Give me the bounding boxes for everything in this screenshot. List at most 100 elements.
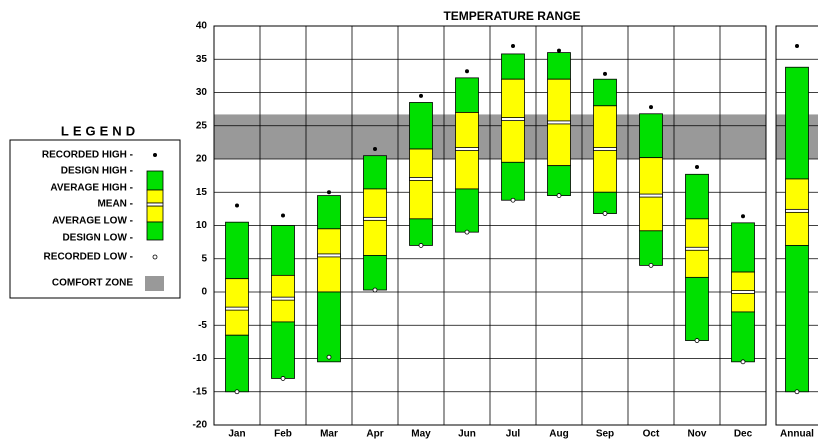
legend-label: RECORDED HIGH - — [42, 150, 133, 161]
range-segment — [593, 78, 617, 107]
range-segment — [225, 334, 249, 393]
range-segment — [225, 278, 249, 310]
range-segment — [501, 118, 525, 163]
mean-line — [225, 306, 249, 311]
x-tick-label: Annual — [780, 429, 814, 440]
legend-label: AVERAGE LOW - — [52, 216, 133, 227]
range-segment — [317, 228, 341, 256]
mean-line — [363, 216, 387, 221]
mean-line — [501, 117, 525, 121]
mean-line — [455, 147, 479, 151]
range-segment — [547, 165, 571, 196]
range-segment — [409, 178, 433, 220]
range-segment — [639, 113, 663, 159]
recorded-high — [741, 214, 745, 219]
plot-frame — [213, 25, 767, 426]
range-segment — [501, 78, 525, 120]
recorded-high — [373, 147, 377, 152]
range-segment — [271, 298, 295, 323]
y-tick-label: 20 — [196, 154, 208, 165]
x-tick-label: Oct — [643, 429, 660, 440]
mean-line — [731, 290, 755, 294]
range-segment — [593, 148, 617, 193]
y-tick-label: -10 — [193, 353, 208, 364]
recorded-low — [234, 389, 240, 395]
legend-title: LEGEND — [61, 123, 139, 138]
legend-label: RECORDED LOW - — [44, 252, 133, 263]
y-tick-label: 40 — [196, 21, 208, 32]
legend-swatch — [146, 202, 164, 207]
plot-frame — [775, 25, 818, 426]
range-segment — [455, 188, 479, 233]
legend-swatch — [146, 170, 164, 191]
mean-line — [685, 246, 709, 251]
recorded-low — [510, 197, 516, 203]
range-segment — [501, 53, 525, 80]
x-tick-label: May — [411, 429, 431, 440]
range-segment — [593, 105, 617, 150]
range-segment — [409, 102, 433, 150]
legend-label: COMFORT ZONE — [52, 278, 133, 289]
recorded-low — [648, 262, 654, 268]
x-tick-label: Jul — [506, 429, 521, 440]
x-tick-label: Nov — [688, 429, 707, 440]
recorded-high — [327, 190, 331, 195]
y-tick-label: -15 — [193, 386, 208, 397]
range-segment — [593, 191, 617, 214]
range-segment — [271, 274, 295, 300]
recorded-high — [695, 164, 699, 169]
range-segment — [785, 66, 809, 180]
mean-line — [547, 120, 571, 125]
recorded-high — [649, 105, 653, 110]
y-tick-label: 10 — [196, 220, 208, 231]
mean-line — [639, 193, 663, 198]
x-tick-label: Jun — [458, 429, 476, 440]
recorded-high — [557, 48, 561, 53]
y-tick-label: -5 — [198, 320, 207, 331]
x-tick-label: Apr — [366, 429, 383, 440]
range-segment — [731, 311, 755, 363]
recorded-high — [511, 43, 515, 48]
mean-line — [271, 296, 295, 301]
y-tick-label: 35 — [196, 54, 208, 65]
legend-recorded-high — [153, 153, 157, 157]
x-tick-label: Jan — [228, 429, 245, 440]
recorded-high — [603, 71, 607, 76]
legend-label: MEAN - — [97, 199, 133, 210]
legend-frame — [9, 139, 181, 299]
range-segment — [685, 218, 709, 250]
range-segment — [785, 245, 809, 393]
range-segment — [363, 255, 387, 291]
range-segment — [317, 195, 341, 230]
range-segment — [271, 225, 295, 276]
range-segment — [455, 148, 479, 190]
range-segment — [363, 188, 387, 220]
recorded-low — [280, 376, 286, 381]
legend-swatch — [146, 221, 164, 241]
range-segment — [731, 271, 755, 293]
x-tick-label: Mar — [320, 429, 338, 440]
range-segment — [547, 78, 571, 123]
range-segment — [317, 291, 341, 363]
range-segment — [639, 157, 663, 196]
mean-line — [409, 177, 433, 181]
range-segment — [639, 230, 663, 266]
range-segment — [685, 173, 709, 220]
range-segment — [785, 210, 809, 246]
recorded-high — [465, 69, 469, 74]
range-segment — [731, 222, 755, 273]
y-tick-label: 0 — [201, 287, 207, 298]
recorded-low — [740, 359, 746, 365]
chart-title: TEMPERATURE RANGE — [443, 9, 580, 23]
range-segment — [271, 321, 295, 379]
recorded-low — [556, 193, 562, 198]
range-segment — [225, 221, 249, 280]
mean-line — [785, 208, 809, 213]
range-segment — [225, 308, 249, 336]
mean-line — [317, 253, 341, 258]
range-segment — [455, 112, 479, 150]
x-tick-label: Feb — [274, 429, 292, 440]
range-segment — [685, 276, 709, 341]
y-tick-label: 15 — [196, 187, 208, 198]
